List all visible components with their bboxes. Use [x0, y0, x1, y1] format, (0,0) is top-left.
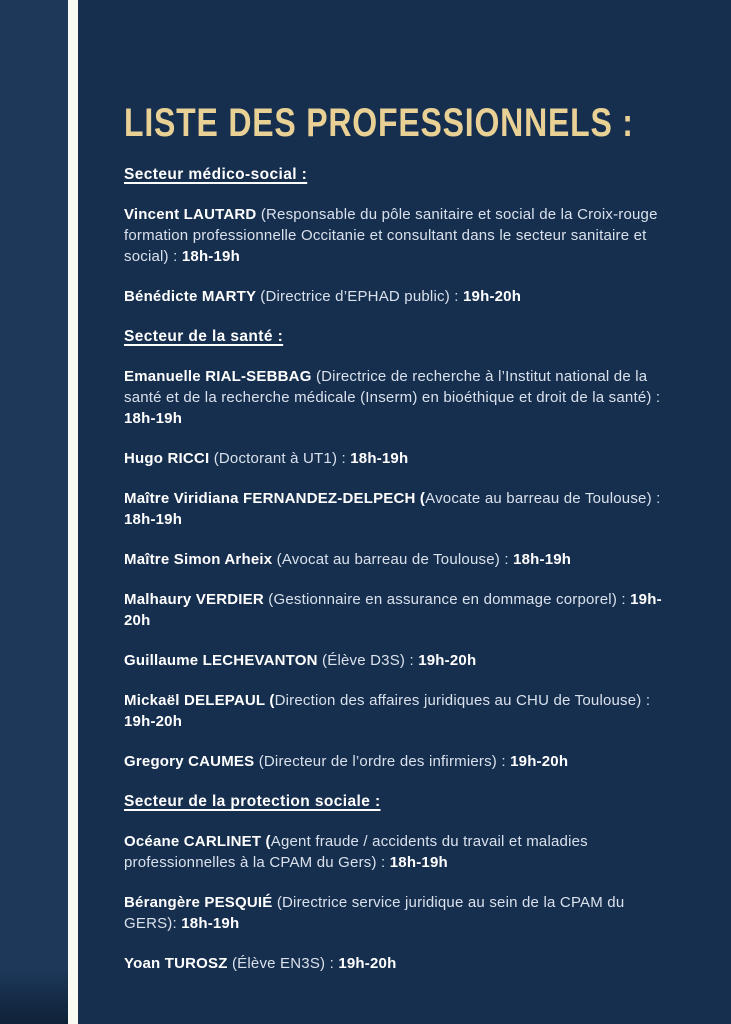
- professional-entry: Vincent LAUTARD (Responsable du pôle san…: [124, 204, 673, 267]
- professional-name: Bénédicte MARTY: [124, 287, 261, 305]
- time-slot: 18h-19h: [350, 449, 409, 467]
- bottom-left-shadow: [0, 970, 68, 1024]
- professional-role: (Gestionnaire en assurance en dommage co…: [268, 590, 631, 608]
- professional-role: Agent fraude / accidents du travail et m…: [124, 832, 588, 871]
- professional-name: Océane CARLINET (: [124, 832, 271, 850]
- professional-role: Avocate au barreau de Toulouse) :: [425, 489, 661, 507]
- professional-role: (Doctorant à UT1) :: [213, 449, 351, 467]
- professional-entry: Maître Simon Arheix (Avocat au barreau d…: [124, 549, 673, 570]
- time-slot: 19h-20h: [510, 752, 569, 770]
- professional-name: Bérangère PESQUIÉ: [124, 893, 277, 911]
- professional-name: Emanuelle RIAL-SEBBAG: [124, 367, 316, 385]
- professional-entry: Hugo RICCI (Doctorant à UT1) : 18h-19h: [124, 448, 673, 469]
- professional-name: Gregory CAUMES: [124, 752, 259, 770]
- professional-entry: Bérangère PESQUIÉ (Directrice service ju…: [124, 892, 673, 934]
- section-header: Secteur de la santé :: [124, 327, 284, 345]
- section-0: Secteur médico-social : Vincent LAUTARD (…: [124, 164, 673, 307]
- professional-name: Malhaury VERDIER: [124, 590, 269, 608]
- time-slot: 18h-19h: [181, 247, 240, 265]
- professional-role: (Responsable du pôle sanitaire et social…: [124, 205, 658, 265]
- professional-role: (Directeur de l’ordre des infirmiers) :: [258, 752, 511, 770]
- professional-role: (Directrice service juridique au sein de…: [124, 893, 625, 932]
- time-slot: 19h-20h: [338, 954, 397, 972]
- professional-role: (Élève D3S) :: [322, 651, 419, 669]
- time-slot: 19h-20h: [463, 287, 522, 305]
- section-header: Secteur de la protection sociale :: [124, 792, 381, 810]
- professional-name: Hugo RICCI: [124, 449, 214, 467]
- professional-entry: Malhaury VERDIER (Gestionnaire en assura…: [124, 589, 673, 631]
- professional-name: Guillaume LECHEVANTON: [124, 651, 323, 669]
- professional-entry: Mickaël DELEPAUL (Direction des affaires…: [124, 690, 673, 732]
- professional-entry: Emanuelle RIAL-SEBBAG (Directrice de rec…: [124, 366, 673, 429]
- white-vertical-stripe: [68, 0, 78, 1024]
- professional-role: (Directrice de recherche à l’Institut na…: [124, 367, 661, 406]
- time-slot: 19h-20h: [124, 590, 662, 629]
- professional-role: Direction des affaires juridiques au CHU…: [274, 691, 651, 709]
- professional-name: Vincent LAUTARD: [124, 205, 261, 223]
- professional-name: Maître Simon Arheix: [124, 550, 277, 568]
- professional-name: Maître Viridiana FERNANDEZ-DELPECH (: [124, 489, 426, 507]
- time-slot: 18h-19h: [513, 550, 572, 568]
- time-slot: 19h-20h: [418, 651, 477, 669]
- content-area: LISTE DES PROFESSIONNELS : Secteur médic…: [124, 101, 673, 993]
- professional-name: Yoan TUROSZ: [124, 954, 232, 972]
- professional-entry: Océane CARLINET (Agent fraude / accident…: [124, 831, 673, 873]
- professional-entry: Yoan TUROSZ (Élève EN3S) : 19h-20h: [124, 953, 673, 974]
- time-slot: 18h-19h: [389, 853, 448, 871]
- sections: Secteur médico-social : Vincent LAUTARD (…: [124, 164, 673, 974]
- time-slot: 19h-20h: [124, 712, 183, 730]
- section-header: Secteur médico-social :: [124, 165, 308, 183]
- time-slot: 18h-19h: [181, 914, 240, 932]
- page-title: LISTE DES PROFESSIONNELS :: [124, 101, 634, 145]
- professional-role: (Avocat au barreau de Toulouse) :: [276, 550, 514, 568]
- section-1: Secteur de la santé : Emanuelle RIAL-SEBB…: [124, 326, 673, 772]
- professional-entry: Gregory CAUMES (Directeur de l’ordre des…: [124, 751, 673, 772]
- time-slot: 18h-19h: [124, 510, 183, 528]
- professional-name: Mickaël DELEPAUL (: [124, 691, 275, 709]
- section-2: Secteur de la protection sociale : Océane…: [124, 791, 673, 974]
- professional-entry: Bénédicte MARTY (Directrice d’EPHAD publ…: [124, 286, 673, 307]
- professional-role: (Directrice d’EPHAD public) :: [260, 287, 463, 305]
- professional-entry: Maître Viridiana FERNANDEZ-DELPECH (Avoc…: [124, 488, 673, 530]
- time-slot: 18h-19h: [124, 409, 183, 427]
- professional-entry: Guillaume LECHEVANTON (Élève D3S) : 19h-…: [124, 650, 673, 671]
- professional-role: (Élève EN3S) :: [231, 954, 339, 972]
- left-navy-band: [0, 0, 68, 1024]
